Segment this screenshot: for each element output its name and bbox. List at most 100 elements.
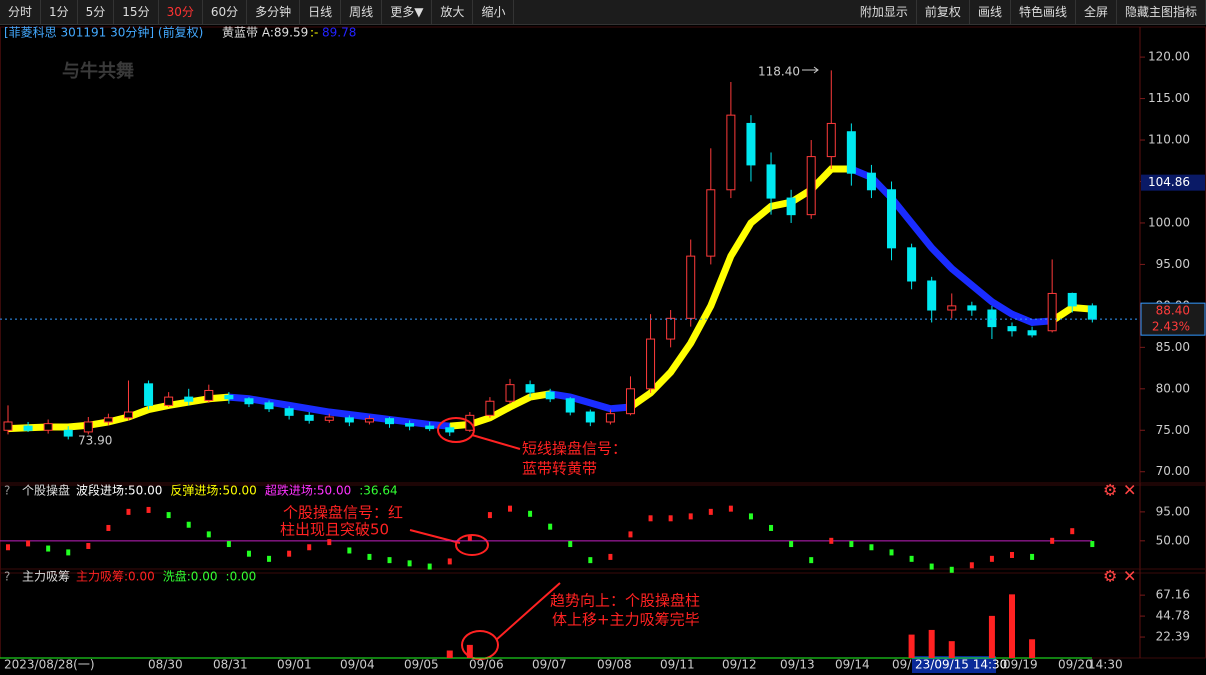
dot [949, 566, 954, 573]
y-tick-label: 110.00 [1148, 133, 1190, 147]
dot [628, 531, 633, 538]
toolbar-button[interactable]: 更多▼ [382, 0, 433, 24]
last-price: 88.40 [1156, 304, 1190, 318]
annotation: 短线操盘信号： [522, 440, 627, 458]
dot [246, 550, 251, 557]
dot [26, 540, 31, 547]
toolbar-button[interactable]: 附加显示 [852, 0, 917, 24]
dot [126, 508, 131, 515]
candle-body [846, 131, 856, 174]
x-tick-label: 09/14 [835, 658, 870, 672]
candle-body [83, 421, 93, 433]
bar [446, 650, 453, 658]
y-tick-label: 95.00 [1156, 257, 1190, 271]
toolbar-button[interactable]: 放大 [432, 0, 474, 24]
dot [608, 553, 613, 560]
y-tick-label: 120.00 [1148, 50, 1190, 64]
dot [267, 555, 272, 562]
toolbar-button[interactable]: 5分 [78, 0, 115, 24]
low-label: 73.90 [78, 434, 112, 448]
candle-body [666, 317, 676, 340]
help: ? [4, 484, 10, 498]
toolbar-button[interactable]: 全屏 [1076, 0, 1117, 24]
dot [869, 544, 874, 551]
circle [437, 417, 475, 443]
dot [106, 524, 111, 531]
annotation: 柱出现且突破50 [280, 521, 389, 539]
x-tick-label: 09/08 [597, 658, 632, 672]
logo: 与牛共舞 [62, 60, 134, 82]
toolbar-button[interactable]: 多分钟 [247, 0, 301, 24]
dot [467, 534, 472, 541]
candle-body [1087, 305, 1097, 320]
x-tick-label: 09/05 [404, 658, 439, 672]
candle-body [3, 421, 13, 431]
cursor-box [912, 656, 996, 673]
toolbar-button[interactable]: 隐藏主图指标 [1117, 0, 1206, 24]
dot [287, 550, 292, 557]
candle-body [1007, 326, 1017, 332]
candle-body [164, 396, 174, 406]
legend-entry: 洗盘:0.00 [163, 569, 218, 584]
dot [487, 512, 492, 519]
toolbar-button[interactable]: 60分 [203, 0, 248, 24]
settings-icon: ⚙ [1103, 481, 1117, 500]
candle-body [686, 255, 696, 319]
toolbar-button[interactable]: 15分 [114, 0, 159, 24]
dot [427, 563, 432, 570]
candle-body [103, 417, 113, 423]
dot [769, 524, 774, 531]
dot [166, 512, 171, 519]
y-tick-label: 70.00 [1156, 464, 1190, 478]
candle-body [364, 418, 374, 423]
candle-body [967, 305, 977, 311]
toolbar-button[interactable]: 1分 [41, 0, 78, 24]
dot [748, 513, 753, 520]
candle-body [706, 189, 716, 257]
legend-entry: 超跌进场:50.00 [265, 483, 351, 498]
toolbar-button[interactable]: 画线 [970, 0, 1011, 24]
candle-body [244, 398, 254, 405]
toolbar-button[interactable]: 缩小 [473, 0, 515, 24]
candle-body [1067, 292, 1077, 307]
dot [728, 505, 733, 512]
dot [528, 510, 533, 517]
legend-entry: 波段进场:50.00 [76, 483, 162, 498]
bar [908, 634, 915, 658]
candle-body [746, 122, 756, 166]
toolbar-button[interactable]: 周线 [341, 0, 383, 24]
candle-body [445, 427, 455, 433]
toolbar-button[interactable]: 特色画线 [1011, 0, 1076, 24]
toolbar-button[interactable]: 前复权 [917, 0, 970, 24]
bar [928, 629, 935, 658]
toolbar-button[interactable]: 30分 [159, 0, 203, 24]
dot [1010, 551, 1014, 558]
dot [1030, 553, 1035, 560]
x-tick-label: 09/11 [660, 658, 695, 672]
chart-area: 与牛共舞 [菲菱科思 301191 30分钟] (前复权) 黄蓝带 A:89.59:… [0, 25, 1206, 673]
dot [708, 508, 713, 515]
panel-border [0, 26, 1206, 486]
dot [508, 505, 512, 512]
annotation: 体上移+主力吸筹完毕 [552, 611, 700, 629]
candle-body [866, 172, 876, 191]
toolbar-button[interactable]: 日线 [300, 0, 342, 24]
x-tick-label: 14:30 [1088, 658, 1123, 672]
candle-body [585, 411, 595, 423]
arrow [802, 66, 819, 74]
y-tick-label: 44.78 [1156, 609, 1190, 623]
y-tick-label: 85.00 [1156, 340, 1190, 354]
x-tick-label: 09/12 [722, 658, 757, 672]
band-line [228, 165, 1053, 430]
dot [186, 521, 191, 528]
dot [367, 553, 372, 560]
candle-body [907, 247, 917, 282]
candle-body [987, 309, 997, 328]
toolbar-button[interactable]: 分时 [0, 0, 42, 24]
bar [948, 641, 955, 658]
dot [789, 541, 794, 548]
band-line [7, 165, 1093, 433]
candle-body [726, 114, 736, 191]
dot [889, 549, 894, 556]
